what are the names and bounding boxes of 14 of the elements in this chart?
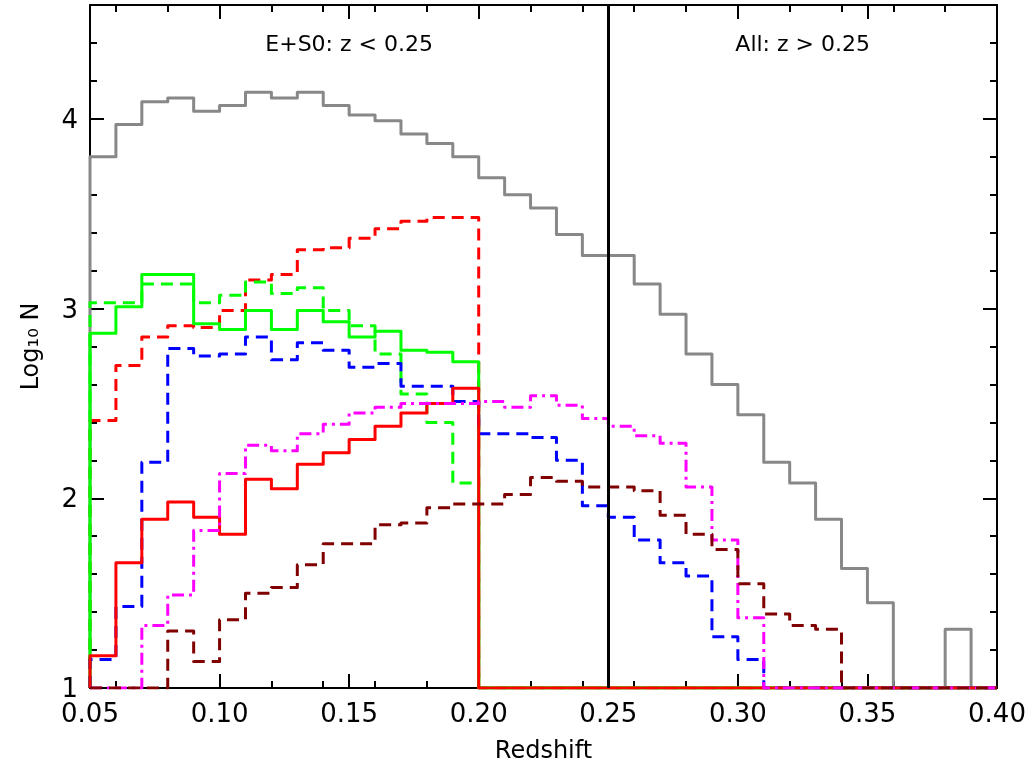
- y-axis-title: Log₁₀ N: [16, 302, 44, 391]
- x-tick-label: 0.40: [968, 698, 1026, 728]
- x-tick-label: 0.10: [190, 698, 249, 728]
- x-tick-label: 0.25: [579, 698, 638, 728]
- x-tick-label: 0.35: [838, 698, 897, 728]
- y-tick-label: 2: [61, 483, 78, 514]
- x-tick-label: 0.20: [449, 698, 508, 728]
- y-tick-label: 3: [61, 293, 78, 324]
- x-tick-label: 0.30: [708, 698, 767, 728]
- x-tick-label: 0.15: [320, 698, 379, 728]
- x-axis-title: Redshift: [494, 736, 593, 764]
- y-tick-label: 4: [61, 103, 78, 134]
- annotation: All: z > 0.25: [735, 30, 870, 56]
- annotation: E+S0: z < 0.25: [265, 30, 433, 56]
